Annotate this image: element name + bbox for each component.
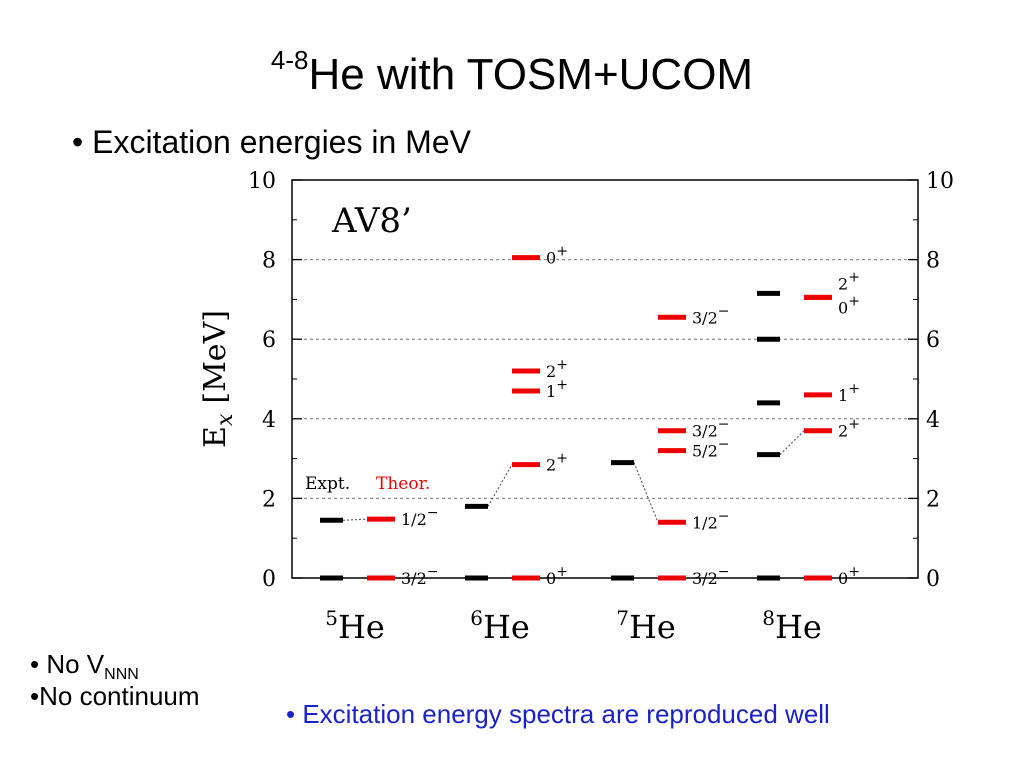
title-main: He with TOSM+UCOM <box>308 50 754 99</box>
level-label: 5/2− <box>692 437 729 461</box>
level-label: 2+ <box>546 451 568 475</box>
level-label: 2+ <box>838 417 860 441</box>
main-bullet: • Excitation energies in MeV <box>72 124 471 160</box>
nucleus-label: 6He <box>470 606 530 646</box>
level-label: 1/2− <box>401 505 438 529</box>
title-mass-range: 4-8 <box>270 45 309 75</box>
nucleus-label: 5He <box>325 606 385 646</box>
level-label: 1+ <box>838 381 860 405</box>
y-tick-label-right: 4 <box>926 408 940 433</box>
level-label: 1+ <box>546 377 568 401</box>
note-no-vnnn: • No VNNN <box>30 649 139 683</box>
y-axis-label: Ex[MeV] <box>198 310 238 448</box>
y-tick-label-left: 8 <box>262 249 276 274</box>
level-label: 3/2− <box>692 303 729 327</box>
level-label: 0+ <box>546 244 568 268</box>
y-tick-label-right: 2 <box>926 487 940 512</box>
level-label: 3/2− <box>692 417 729 441</box>
y-tick-label-left: 4 <box>262 408 276 433</box>
level-label: 0+ <box>838 293 860 317</box>
legend-theor: Theor. <box>376 474 430 494</box>
panel-label: AV8’ <box>331 201 412 241</box>
y-tick-label-left: 6 <box>262 328 276 353</box>
level-connector <box>779 430 805 455</box>
y-tick-label-right: 10 <box>926 169 954 194</box>
nucleus-label: 8He <box>762 606 822 646</box>
note-no-continuum: •No continuum <box>30 681 200 711</box>
level-scheme-chart: 0 0 2 2 4 4 6 6 8 8 10 10 Ex[MeV] AV8’ Expt. Theor. 5He 3… <box>198 169 954 646</box>
y-tick-label-right: 8 <box>926 249 940 274</box>
nucleus-label: 7He <box>616 606 676 646</box>
level-connector <box>487 464 513 507</box>
level-label: 3/2− <box>692 564 729 588</box>
level-label: 2+ <box>838 269 860 293</box>
y-tick-label-right: 6 <box>926 328 940 353</box>
level-label: 3/2− <box>401 564 438 588</box>
conclusion-bullet: • Excitation energy spectra are reproduc… <box>286 699 830 729</box>
level-label: 1/2− <box>692 508 729 532</box>
y-tick-label-left: 2 <box>262 487 276 512</box>
side-notes: • No VNNN •No continuum <box>30 648 200 712</box>
level-connector <box>633 462 659 523</box>
y-tick-label-left: 0 <box>262 567 276 592</box>
level-label: 2+ <box>546 357 568 381</box>
legend-expt: Expt. <box>305 474 350 494</box>
y-tick-label-right: 0 <box>926 567 940 592</box>
y-tick-label-left: 10 <box>248 169 276 194</box>
level-connector <box>342 518 368 521</box>
level-label: 0+ <box>838 564 860 588</box>
slide-title: 4-8He with TOSM+UCOM <box>0 30 1024 105</box>
level-label: 0+ <box>546 564 568 588</box>
